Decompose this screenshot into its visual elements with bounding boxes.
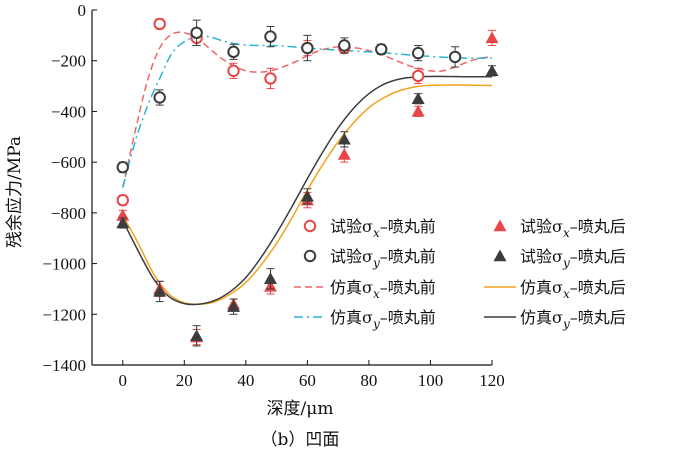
data-point-0 bbox=[116, 193, 129, 207]
legend-item-5: 仿真σx–喷丸后 bbox=[484, 278, 626, 301]
legend-item-3: 试验σy–喷丸后 bbox=[493, 247, 626, 270]
x-tick-label: 40 bbox=[237, 371, 254, 390]
legend-swatch bbox=[493, 249, 507, 262]
data-point-2 bbox=[264, 30, 277, 43]
x-tick-label: 20 bbox=[176, 371, 193, 390]
data-point-3 bbox=[227, 300, 241, 312]
legend-label: 试验σx–喷丸后 bbox=[520, 217, 626, 240]
y-tick-label: −400 bbox=[51, 102, 86, 121]
data-point-3 bbox=[153, 284, 167, 297]
data-point-0 bbox=[153, 17, 166, 31]
series-line-7 bbox=[122, 75, 492, 306]
legend-swatch bbox=[303, 249, 317, 263]
x-tick-label: 60 bbox=[299, 371, 316, 390]
data-point-3 bbox=[300, 189, 314, 202]
data-point-2 bbox=[448, 50, 462, 64]
y-tick-label: −1000 bbox=[42, 255, 86, 274]
data-point-2 bbox=[301, 41, 314, 55]
plot-points bbox=[116, 17, 499, 347]
legend-item-1: 试验σx–喷丸后 bbox=[493, 217, 626, 240]
data-point-3 bbox=[411, 92, 425, 104]
data-point-2 bbox=[338, 39, 351, 52]
data-point-3 bbox=[116, 216, 130, 229]
data-point-3 bbox=[190, 329, 204, 342]
data-point-2 bbox=[153, 91, 166, 104]
x-tick-label: 0 bbox=[119, 371, 128, 390]
y-tick-label: −1400 bbox=[42, 356, 86, 375]
legend-label: 仿真σx–喷丸前 bbox=[330, 278, 436, 301]
axes: 0 20 40 60 80 100 120 0 −200 −400 −600 −800 −1000 −12… bbox=[42, 1, 504, 390]
legend-item-6: 仿真σy–喷丸前 bbox=[294, 308, 436, 331]
legend-label: 试验σy–喷丸前 bbox=[330, 247, 436, 270]
y-tick-label: 0 bbox=[78, 1, 87, 20]
y-tick-label: −200 bbox=[51, 52, 86, 71]
legend-label: 仿真σy–喷丸前 bbox=[330, 308, 436, 331]
data-point-2 bbox=[227, 45, 240, 59]
legend-label: 试验σy–喷丸后 bbox=[520, 247, 626, 270]
y-tick-label: −1200 bbox=[42, 305, 86, 324]
data-point-0 bbox=[411, 69, 425, 83]
legend-swatch bbox=[303, 219, 317, 233]
data-point-0 bbox=[227, 64, 240, 78]
data-point-1 bbox=[337, 148, 351, 160]
legend-item-2: 试验σy–喷丸前 bbox=[303, 247, 436, 270]
data-point-0 bbox=[264, 72, 277, 85]
data-point-2 bbox=[190, 26, 203, 40]
legend-item-4: 仿真σx–喷丸前 bbox=[294, 278, 436, 301]
data-point-2 bbox=[411, 46, 425, 60]
data-point-1 bbox=[411, 104, 425, 117]
plot-lines bbox=[122, 31, 493, 306]
x-axis-title: 深度/μm bbox=[267, 399, 334, 419]
data-point-1 bbox=[485, 31, 499, 44]
x-tick-label: 120 bbox=[479, 371, 505, 390]
legend-swatch bbox=[493, 219, 507, 232]
data-point-3 bbox=[263, 272, 277, 284]
figure-caption: （b）凹面 bbox=[261, 430, 340, 450]
data-point-3 bbox=[485, 64, 499, 77]
legend-label: 仿真σx–喷丸后 bbox=[520, 278, 626, 301]
y-axis-title: 残余应力/MPa bbox=[5, 136, 25, 248]
data-point-2 bbox=[116, 161, 129, 174]
data-point-2 bbox=[375, 43, 388, 56]
x-tick-label: 100 bbox=[418, 371, 444, 390]
data-point-3 bbox=[337, 132, 351, 145]
legend-item-7: 仿真σy–喷丸后 bbox=[484, 308, 626, 331]
y-tick-label: −600 bbox=[51, 153, 86, 172]
legend-label: 试验σx–喷丸前 bbox=[330, 217, 436, 240]
legend-label: 仿真σy–喷丸后 bbox=[520, 308, 626, 331]
x-tick-label: 80 bbox=[360, 371, 377, 390]
y-tick-label: −800 bbox=[51, 204, 86, 223]
legend-item-0: 试验σx–喷丸前 bbox=[303, 217, 436, 240]
